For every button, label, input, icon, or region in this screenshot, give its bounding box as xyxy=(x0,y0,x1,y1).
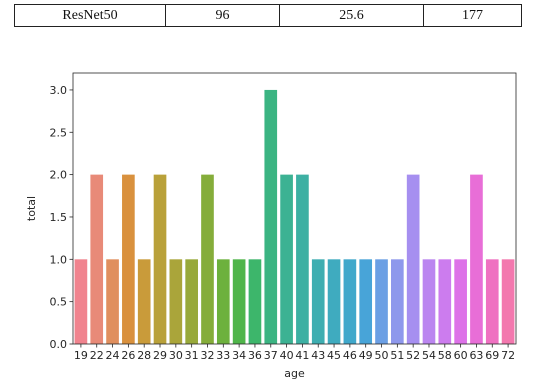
y-tick-label: 1.5 xyxy=(50,211,68,224)
x-tick-label: 22 xyxy=(90,349,104,362)
x-tick-label: 33 xyxy=(216,349,230,362)
bar-37 xyxy=(264,89,278,344)
x-tick-label: 34 xyxy=(232,349,246,362)
y-tick-label: 2.5 xyxy=(50,126,68,139)
x-tick-label: 46 xyxy=(343,349,357,362)
x-tick-label: 31 xyxy=(185,349,199,362)
bar-24 xyxy=(106,259,119,344)
x-tick-label: 29 xyxy=(153,349,167,362)
table-cell-value-3: 177 xyxy=(423,4,522,27)
y-tick-label: 3.0 xyxy=(50,84,68,97)
x-tick-label: 30 xyxy=(169,349,183,362)
y-axis: 0.0 0.5 1.0 1.5 2.0 2.5 3.0 xyxy=(50,84,73,351)
table-cell-model: ResNet50 xyxy=(14,4,166,27)
y-tick-label: 0.0 xyxy=(50,338,68,351)
bar-26 xyxy=(122,174,135,344)
x-tick-label: 28 xyxy=(137,349,151,362)
bar-54 xyxy=(422,259,436,344)
plot-frame xyxy=(72,72,517,345)
x-tick-label: 41 xyxy=(295,349,309,362)
bar-45 xyxy=(327,259,341,344)
y-tick-label: 1.0 xyxy=(50,253,68,266)
bars-group xyxy=(74,89,515,344)
x-tick-label: 72 xyxy=(501,349,515,362)
bar-50 xyxy=(375,259,388,344)
x-tick-label: 50 xyxy=(375,349,389,362)
y-tick-label: 2.0 xyxy=(50,169,68,182)
bar-29 xyxy=(153,174,167,344)
table-row: ResNet50 96 25.6 177 xyxy=(14,4,522,27)
x-axis: 19 22 24 26 28 29 30 31 32 33 34 36 37 40 41 43 45 46 49 50… xyxy=(74,344,515,362)
x-axis-title: age xyxy=(284,367,305,380)
x-tick-label: 45 xyxy=(327,349,341,362)
bar-46 xyxy=(343,259,357,344)
bar-33 xyxy=(216,259,230,344)
x-tick-label: 36 xyxy=(248,349,262,362)
x-tick-label: 63 xyxy=(469,349,483,362)
x-tick-label: 43 xyxy=(311,349,325,362)
y-tick-label: 0.5 xyxy=(50,296,68,309)
bar-41 xyxy=(296,174,309,344)
table-cell-value-2: 25.6 xyxy=(279,4,424,27)
bar-chart: 0.0 0.5 1.0 1.5 2.0 2.5 3.0 19 22 24 26 28 29 30 31 32… xyxy=(25,72,517,380)
x-tick-label: 52 xyxy=(406,349,420,362)
x-tick-label: 19 xyxy=(74,349,88,362)
bar-36 xyxy=(248,259,262,344)
bar-32 xyxy=(201,174,214,344)
bar-52 xyxy=(406,174,420,344)
bar-69 xyxy=(485,259,499,344)
bar-49 xyxy=(359,259,373,344)
x-tick-label: 26 xyxy=(121,349,135,362)
bar-22 xyxy=(90,174,104,344)
bar-31 xyxy=(185,259,198,344)
x-tick-label: 40 xyxy=(280,349,294,362)
bar-72 xyxy=(501,259,515,344)
bar-19 xyxy=(74,259,88,344)
x-tick-label: 37 xyxy=(264,349,278,362)
x-tick-label: 69 xyxy=(485,349,499,362)
bar-34 xyxy=(232,259,246,344)
bar-51 xyxy=(391,259,404,344)
x-tick-label: 54 xyxy=(422,349,436,362)
bar-40 xyxy=(280,174,293,344)
x-tick-label: 24 xyxy=(106,349,120,362)
bar-58 xyxy=(438,259,452,344)
x-tick-label: 32 xyxy=(200,349,214,362)
x-tick-label: 49 xyxy=(359,349,373,362)
bar-28 xyxy=(137,259,151,344)
x-tick-label: 51 xyxy=(390,349,404,362)
bar-63 xyxy=(470,174,483,344)
bar-30 xyxy=(169,259,183,344)
table-cell-value-1: 96 xyxy=(165,4,280,27)
x-tick-label: 58 xyxy=(438,349,452,362)
x-tick-label: 60 xyxy=(454,349,468,362)
y-axis-title: total xyxy=(25,196,38,221)
results-table-row: ResNet50 96 25.6 177 xyxy=(14,4,522,27)
bar-60 xyxy=(454,259,467,344)
bar-43 xyxy=(311,259,325,344)
